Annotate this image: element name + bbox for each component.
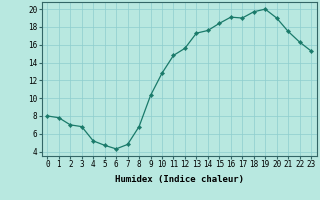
X-axis label: Humidex (Indice chaleur): Humidex (Indice chaleur)	[115, 175, 244, 184]
